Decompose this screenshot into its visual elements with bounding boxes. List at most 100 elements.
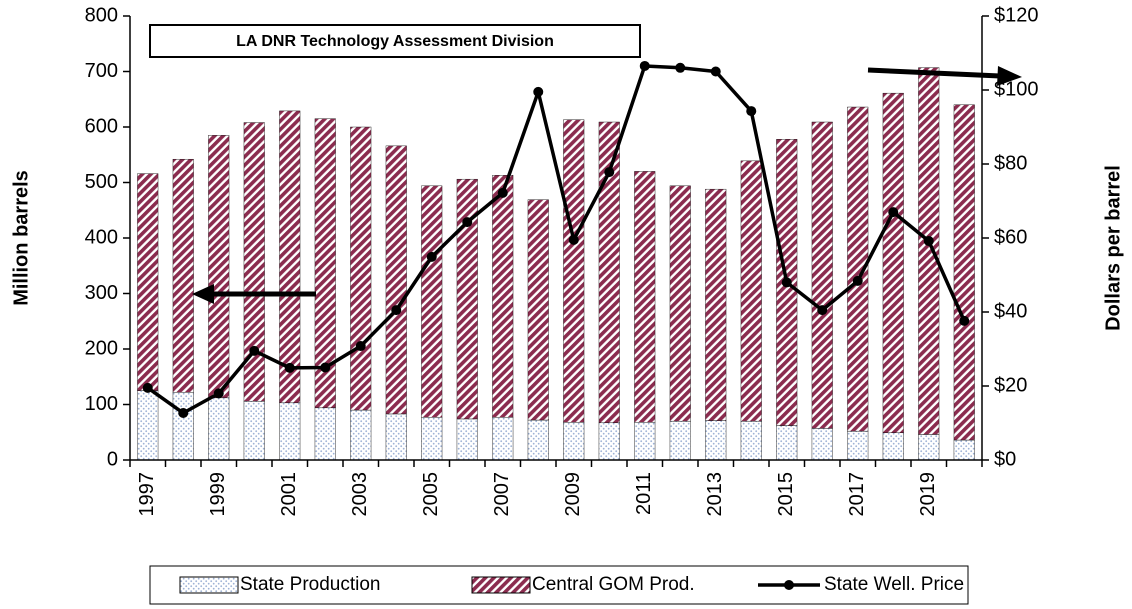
x-tick-label: 2017 <box>846 472 868 517</box>
line-marker <box>462 217 473 228</box>
bar <box>385 145 407 415</box>
bar <box>811 428 833 461</box>
bar <box>598 422 620 461</box>
bar <box>137 390 159 461</box>
legend-box <box>149 565 969 605</box>
bars <box>137 67 975 461</box>
bar <box>705 420 727 461</box>
y2-tick-label: $0 <box>994 448 1016 470</box>
y-tick-label: 800 <box>85 4 118 26</box>
line-marker <box>355 341 366 352</box>
bar <box>669 185 691 422</box>
bar <box>279 402 301 461</box>
line-marker <box>142 382 153 393</box>
y-tick-label: 700 <box>85 60 118 82</box>
line-marker <box>710 66 721 77</box>
line-marker <box>497 187 508 198</box>
line-marker <box>746 106 757 117</box>
y-tick-label: 600 <box>85 115 118 137</box>
legend-label: State Production <box>240 574 380 595</box>
line-marker <box>888 207 899 218</box>
legend-swatch <box>471 576 531 594</box>
bar <box>669 420 691 461</box>
x-tick-label: 2001 <box>278 472 300 517</box>
legend-swatch <box>179 576 239 594</box>
bar <box>350 126 372 411</box>
line-marker <box>533 86 544 97</box>
bar <box>527 199 549 421</box>
bar <box>563 422 585 461</box>
bar <box>208 135 230 399</box>
annotation-box <box>149 24 641 58</box>
bar <box>527 419 549 461</box>
bar <box>421 417 443 461</box>
bar <box>740 160 762 422</box>
bar <box>243 122 265 402</box>
bar <box>953 439 975 461</box>
y-tick-label: 400 <box>85 226 118 248</box>
line-marker <box>817 305 828 316</box>
annotation: LA DNR Technology Assessment Division <box>236 33 554 50</box>
y-tick-label: 100 <box>85 393 118 415</box>
line-marker <box>213 388 224 399</box>
line-marker <box>781 277 792 288</box>
bar <box>953 104 975 441</box>
bar <box>634 171 656 423</box>
line-marker <box>178 408 189 419</box>
bar <box>172 392 194 461</box>
bar <box>847 430 869 461</box>
y-tick-label: 0 <box>107 448 118 470</box>
bar <box>918 67 940 435</box>
y-axis-title: Million barrels <box>10 170 32 306</box>
line <box>146 64 966 415</box>
line-marker <box>675 62 686 73</box>
x-tick-label: 1999 <box>207 472 229 517</box>
bar <box>811 121 833 429</box>
bar <box>918 434 940 461</box>
y2-axis-title: Dollars per barrel <box>1102 165 1124 331</box>
line-marker <box>604 167 615 178</box>
legend-label: Central GOM Prod. <box>532 574 695 595</box>
line-marker <box>959 315 970 326</box>
y2-tick-label: $40 <box>994 300 1027 322</box>
x-tick-label: 2015 <box>775 472 797 517</box>
line-marker <box>426 251 437 262</box>
bar <box>740 420 762 461</box>
bar <box>314 118 336 409</box>
bar <box>882 432 904 461</box>
arrow-right <box>867 66 1022 86</box>
x-tick-label: 2005 <box>420 472 442 517</box>
bar <box>350 409 372 461</box>
bar <box>634 422 656 461</box>
bar <box>776 425 798 461</box>
bar <box>137 173 159 391</box>
legend-label: State Well. Price <box>824 574 964 595</box>
bar <box>421 185 443 418</box>
x-tick-label: 1997 <box>136 472 158 517</box>
line-marker <box>568 234 579 245</box>
x-tick-label: 2009 <box>562 472 584 517</box>
bar <box>279 110 301 404</box>
y2-tick-label: $80 <box>994 152 1027 174</box>
bar <box>847 106 869 432</box>
bar <box>492 417 514 461</box>
bar <box>314 407 336 461</box>
line-marker <box>852 275 863 286</box>
y2-tick-label: $20 <box>994 374 1027 396</box>
y-tick-label: 300 <box>85 282 118 304</box>
bar <box>456 178 478 420</box>
line-marker <box>391 305 402 316</box>
y2-tick-label: $60 <box>994 226 1027 248</box>
line-marker <box>320 362 331 373</box>
bar <box>385 413 407 461</box>
legend-marker <box>784 580 794 590</box>
y-tick-label: 200 <box>85 337 118 359</box>
bar <box>456 418 478 461</box>
bar <box>172 158 194 393</box>
y2-tick-label: $120 <box>994 4 1039 26</box>
line-marker <box>284 362 295 373</box>
x-tick-label: 2019 <box>917 472 939 517</box>
bar <box>243 400 265 461</box>
bar <box>208 397 230 461</box>
